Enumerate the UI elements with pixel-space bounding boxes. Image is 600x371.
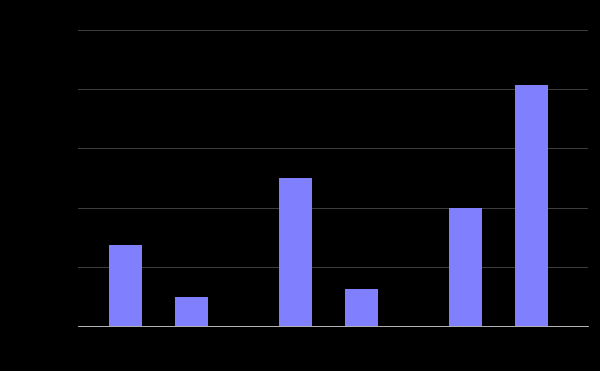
Bar <box>449 208 482 326</box>
Bar <box>515 85 548 326</box>
Bar <box>345 289 378 326</box>
Bar <box>109 245 142 326</box>
Bar <box>175 297 208 326</box>
Bar <box>278 178 312 326</box>
